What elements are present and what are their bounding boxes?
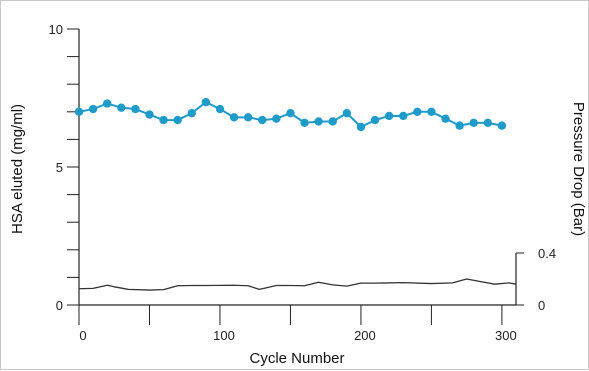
hsa-eluted-point: [215, 104, 225, 114]
x-tick-label: 300: [495, 328, 517, 343]
x-tick-label: 200: [354, 328, 376, 343]
hsa-eluted-point: [469, 118, 478, 128]
hsa-eluted-point: [229, 113, 239, 122]
hsa-eluted-point: [187, 108, 196, 118]
hsa-eluted-point: [497, 121, 507, 130]
hsa-eluted-point: [286, 108, 295, 118]
y2-tick-label: 0.4: [538, 246, 556, 261]
y2-tick-label: 0: [538, 298, 545, 313]
hsa-eluted-point: [102, 99, 112, 108]
hsa-eluted-point: [88, 104, 98, 114]
hsa-eluted-point: [455, 121, 464, 130]
hsa-eluted-point: [201, 97, 211, 107]
pressure-drop-line: [78, 278, 517, 291]
y-tick-label: 0: [56, 298, 63, 313]
x-tick-label: 100: [213, 328, 235, 343]
hsa-eluted-point: [243, 113, 253, 122]
axes-group: [78, 29, 517, 306]
hsa-eluted-point: [173, 115, 182, 125]
hsa-eluted-point: [145, 110, 154, 119]
hsa-eluted-point: [370, 115, 380, 125]
hsa-eluted-point: [300, 118, 309, 128]
hsa-eluted-point: [427, 107, 436, 117]
hsa-eluted-point: [483, 118, 493, 128]
series-group: [74, 97, 517, 291]
x-axis-title: Cycle Number: [249, 350, 344, 367]
hsa-eluted-point: [131, 104, 140, 114]
hsa-eluted-point: [117, 103, 126, 112]
hsa-eluted-point: [272, 114, 281, 123]
y-tick-label: 10: [49, 22, 63, 37]
y-axis-title: HSA eluted (mg/ml): [9, 104, 26, 234]
x-tick-label: 0: [79, 328, 86, 343]
hsa-eluted-point: [399, 111, 408, 121]
hsa-eluted-point: [384, 111, 394, 121]
hsa-eluted-point: [328, 117, 337, 126]
hsa-eluted-point: [159, 115, 168, 125]
y-tick-label: 5: [56, 160, 63, 175]
hsa-eluted-point: [74, 107, 84, 117]
hsa-eluted-point: [342, 108, 352, 118]
hsa-eluted-point: [356, 122, 366, 132]
hsa-eluted-point: [441, 114, 450, 123]
hsa-eluted-point: [258, 115, 267, 125]
y2-axis-title: Pressure Drop (Bar): [570, 102, 587, 236]
hsa-eluted-point: [314, 117, 323, 126]
hsa-eluted-point: [413, 107, 422, 117]
